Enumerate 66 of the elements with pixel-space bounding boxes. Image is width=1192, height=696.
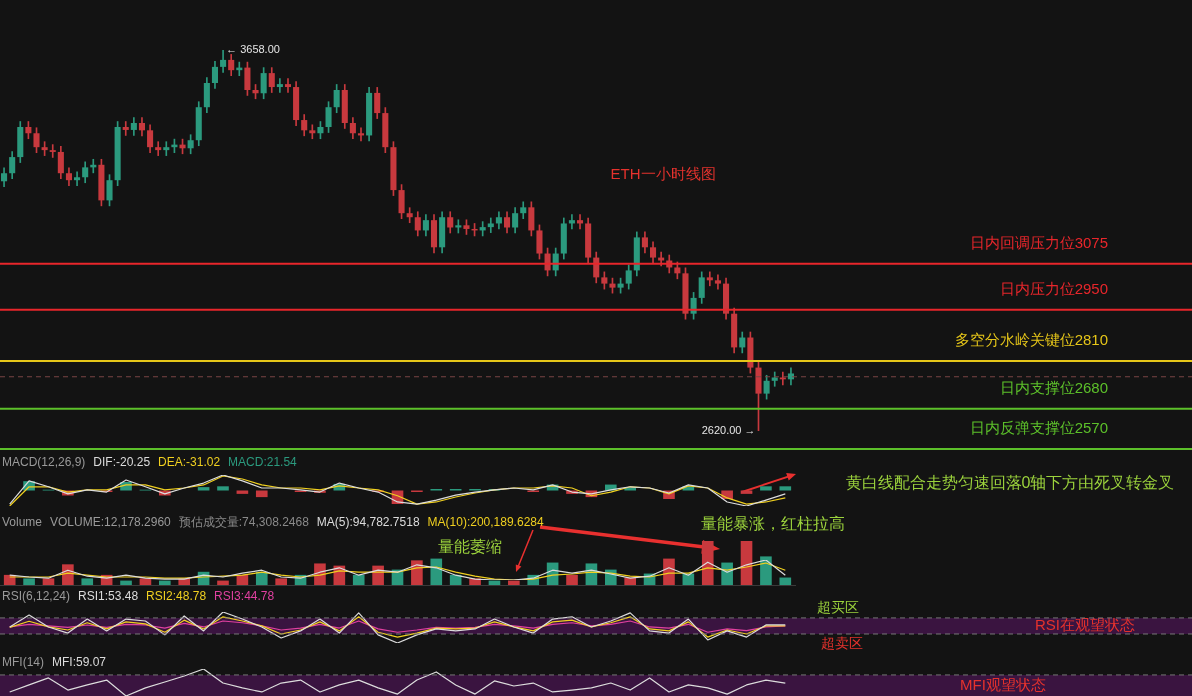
bar (23, 578, 35, 585)
bar (779, 486, 792, 491)
bar (217, 580, 229, 585)
bar (159, 580, 171, 585)
bar (217, 486, 229, 491)
chart-title: MACD(12,26,9) (2, 455, 86, 470)
ref-line-label: 日内压力位2950 (999, 279, 1108, 297)
series-label: RSI1:53.48 (78, 589, 139, 604)
text: VOLUME:12,178.2960 (50, 515, 172, 530)
chart-subtitle: 预估成交量:74,308.2468 (178, 515, 310, 530)
candlestick (479, 221, 486, 237)
bar (779, 577, 792, 585)
bar (197, 487, 210, 491)
candlestick (276, 78, 283, 93)
text: 黄白线配合走势匀速回落0轴下方由死叉转金叉 (845, 474, 1175, 492)
bar (42, 578, 55, 585)
text: 量能暴涨，红柱拉高 (701, 515, 845, 533)
bar (275, 578, 287, 585)
text: MA(10):200,189.6284 (427, 515, 544, 530)
bar (430, 558, 443, 585)
series-label: DIF:-20.25 (93, 455, 151, 470)
chart-title: Volume (2, 515, 43, 530)
candlestick (706, 271, 713, 287)
chart-title: MFI(14) (2, 655, 44, 670)
bar (508, 580, 520, 585)
bar (701, 541, 714, 585)
candlestick (284, 78, 292, 93)
band-label: RSI在观望状态 (1034, 616, 1136, 634)
candlestick (49, 144, 56, 158)
series-label: DEA:-31.02 (158, 455, 221, 470)
ref-line-label: 超买区 (817, 598, 859, 615)
series-label: RSI2:48.78 (146, 589, 207, 604)
text: MA(5):94,782.7518 (316, 515, 420, 530)
annotation: 量能萎缩 (438, 538, 502, 556)
candlestick (155, 141, 162, 156)
candlestick (568, 214, 575, 230)
candlestick (74, 171, 81, 187)
ref-line-label: 多空分水岭关键位2810 (954, 331, 1108, 349)
ref-line-label: 超卖区 (821, 634, 863, 651)
series-label: MACD:21.54 (228, 455, 298, 470)
text: ETH一小时线图 (610, 165, 716, 183)
ref-line-label: 日内支撑位2680 (999, 378, 1108, 396)
bar (663, 558, 675, 585)
chart-title: RSI(6,12,24) (2, 589, 71, 604)
ref-line-label: 日内反弹支撑位2570 (969, 419, 1108, 437)
candlestick (309, 124, 316, 140)
candlestick (163, 141, 170, 156)
annotation: ← 3658.00 (226, 43, 280, 56)
bar (255, 490, 268, 498)
bar (760, 486, 772, 491)
series-label: MFI:59.07 (52, 655, 107, 670)
series-label: RSI3:44.78 (214, 589, 275, 604)
bar (120, 580, 132, 585)
candlestick (122, 121, 129, 136)
candlestick (576, 214, 584, 230)
bar (352, 574, 365, 585)
band-label: MFI观望状态 (960, 675, 1046, 693)
candlestick (779, 371, 786, 386)
bar (760, 556, 772, 585)
ref-line-label: 日内回调压力位3075 (969, 233, 1108, 251)
bar (624, 487, 636, 491)
candlestick (357, 127, 365, 142)
bar (255, 571, 268, 585)
bar (81, 578, 94, 585)
annotation: 2620.00 → (701, 423, 756, 436)
bar (566, 574, 578, 585)
